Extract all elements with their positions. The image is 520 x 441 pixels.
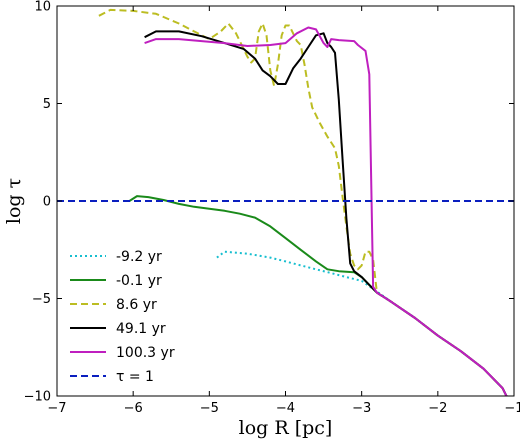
series-line-1: [216, 250, 508, 396]
x-tick-label: −2: [428, 401, 447, 416]
x-tick-label: −4: [276, 401, 295, 416]
y-tick-label: −5: [32, 292, 51, 307]
x-axis-label: log R [pc]: [239, 417, 333, 439]
series-line-2: [128, 195, 508, 396]
legend-label: -9.2 yr: [116, 249, 162, 265]
legend-label: 8.6 yr: [116, 297, 157, 313]
tick-layer: −7 −6 −5 −4 −3 −2 −1 −10 −5 0 5 10: [24, 0, 520, 416]
series-line-4: [144, 30, 508, 396]
y-axis-label: log τ: [3, 178, 25, 224]
series-line-5: [144, 26, 508, 396]
x-tick-label: −5: [200, 401, 219, 416]
x-tick-label: −1: [504, 401, 520, 416]
x-tick-label: −3: [352, 401, 371, 416]
series-layer: [57, 8, 514, 396]
legend: -9.2 yr -0.1 yr 8.6 yr 49.1 yr 100.3 yr τ = 1: [70, 249, 175, 385]
legend-label: -0.1 yr: [116, 273, 162, 289]
x-tick-label: −6: [124, 401, 143, 416]
legend-label: τ = 1: [116, 369, 154, 385]
y-tick-label: 0: [43, 195, 51, 210]
x-tick-label: −7: [47, 401, 66, 416]
y-tick-label: 10: [34, 0, 51, 15]
y-tick-label: −10: [24, 390, 51, 405]
y-tick-label: 5: [43, 97, 51, 112]
legend-label: 49.1 yr: [116, 321, 166, 337]
series-line-3: [98, 8, 508, 396]
legend-label: 100.3 yr: [116, 345, 175, 361]
